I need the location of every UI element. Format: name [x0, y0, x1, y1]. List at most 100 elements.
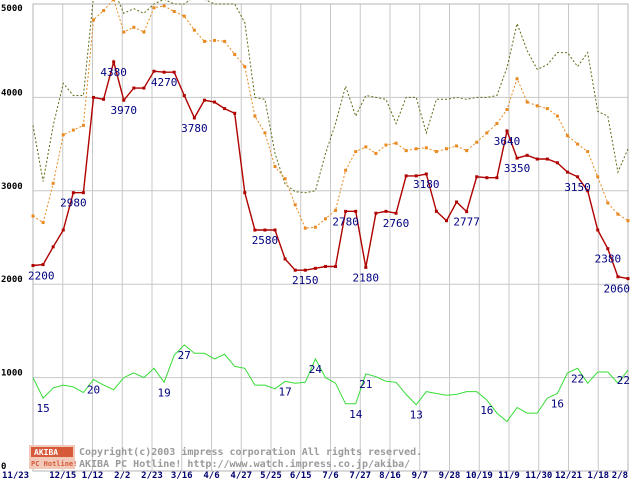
data-point-average [313, 225, 317, 229]
data-point-price [606, 247, 610, 251]
data-point-average [192, 28, 196, 32]
series-price [31, 59, 630, 281]
data-point-average [384, 143, 388, 147]
data-point-price [586, 189, 590, 193]
data-point-average [273, 165, 277, 169]
data-point-price [485, 176, 489, 180]
data-point-average [162, 4, 166, 8]
data-point-average [132, 25, 136, 29]
data-label: 3150 [564, 181, 591, 194]
data-label: 14 [349, 408, 363, 421]
data-label: 27 [178, 349, 191, 362]
data-point-price [112, 60, 116, 64]
data-point-average [444, 147, 448, 151]
data-label: 16 [551, 397, 564, 410]
data-point-price [455, 200, 459, 204]
data-point-price [313, 266, 317, 270]
data-point-average [344, 168, 348, 172]
data-point-price [515, 156, 519, 160]
data-point-price [565, 170, 569, 174]
data-point-price [92, 95, 96, 99]
data-point-price [525, 153, 529, 157]
data-point-average [41, 221, 45, 225]
data-point-price [81, 191, 85, 195]
series-line-price [32, 59, 629, 280]
data-point-average [92, 18, 96, 22]
data-point-price [142, 86, 146, 90]
data-label: 3640 [494, 135, 521, 148]
data-label: 21 [359, 378, 372, 391]
data-point-price [51, 245, 55, 249]
data-point-average [606, 201, 610, 205]
data-point-price [596, 228, 600, 232]
data-point-price [283, 257, 287, 261]
y-tick-label: 2000 [1, 275, 23, 285]
data-label: 3780 [181, 122, 208, 135]
data-label: 22 [617, 374, 630, 387]
data-point-average [354, 150, 358, 154]
x-tick-label: 8/16 [379, 471, 401, 480]
x-tick-label: 2/23 [141, 471, 163, 480]
data-point-price [465, 210, 469, 214]
data-point-price [152, 69, 156, 73]
data-point-price [555, 161, 559, 165]
data-label: 17 [278, 385, 291, 398]
data-point-price [344, 209, 348, 213]
y-tick-label: 3000 [1, 182, 23, 192]
plot-frame [32, 3, 629, 472]
data-point-average [364, 145, 368, 149]
data-point-average [51, 181, 55, 185]
data-point-average [424, 146, 428, 150]
data-label: 2580 [252, 234, 279, 247]
data-point-average [152, 6, 156, 10]
data-point-average [475, 140, 479, 144]
data-point-price [495, 176, 499, 180]
x-tick-label: 3/16 [171, 471, 193, 480]
data-point-average [485, 131, 489, 135]
x-tick-label: 11/23 [2, 471, 29, 480]
data-label: 3180 [413, 178, 440, 191]
data-point-price [374, 211, 378, 215]
data-point-average [213, 38, 217, 42]
data-point-price [293, 268, 297, 272]
x-tick-label: 9/7 [412, 471, 428, 480]
data-label: 3970 [111, 104, 138, 117]
data-point-price [61, 228, 65, 232]
series-line-high [32, 0, 629, 194]
data-point-price [414, 174, 418, 178]
data-point-average [172, 9, 176, 13]
data-label: 2150 [292, 274, 319, 287]
x-tick-label: 4/6 [203, 471, 219, 480]
data-point-average [263, 131, 267, 135]
y-tick-label: 0 [1, 462, 6, 472]
data-label: 2060 [604, 283, 631, 296]
data-point-average [112, 0, 116, 1]
x-tick-label: 12/21 [555, 471, 582, 480]
data-point-average [495, 122, 499, 126]
data-point-average [374, 151, 378, 155]
data-point-average [253, 114, 257, 118]
x-tick-label: 6/15 [290, 471, 312, 480]
data-point-average [434, 150, 438, 154]
data-point-average [81, 123, 85, 127]
x-tick-label: 4/27 [230, 471, 252, 480]
data-point-average [102, 9, 106, 13]
data-point-average [404, 149, 408, 153]
data-point-average [61, 133, 65, 137]
data-point-average [525, 100, 529, 104]
x-tick-label: 11/9 [498, 471, 520, 480]
data-point-price [172, 70, 176, 74]
x-tick-labels: 11/23 12/15 1/12 2/2 2/23 3/16 4/6 4/27 5/25 6/15… [2, 471, 628, 481]
y-tick-label: 5000 [1, 4, 23, 14]
data-point-average [31, 214, 35, 218]
url-text: AKIBA PC Hotline! http://www.watch.impre… [79, 458, 410, 470]
data-label: 3350 [504, 162, 531, 175]
data-point-price [444, 219, 448, 223]
data-point-price [576, 175, 580, 179]
copyright-text: Copyright(c)2003 impress corporation All… [79, 446, 422, 458]
data-point-average [586, 150, 590, 154]
data-label: 2777 [453, 216, 480, 229]
x-tick-label: 1/18 [587, 471, 609, 480]
data-label: 2760 [383, 217, 410, 230]
